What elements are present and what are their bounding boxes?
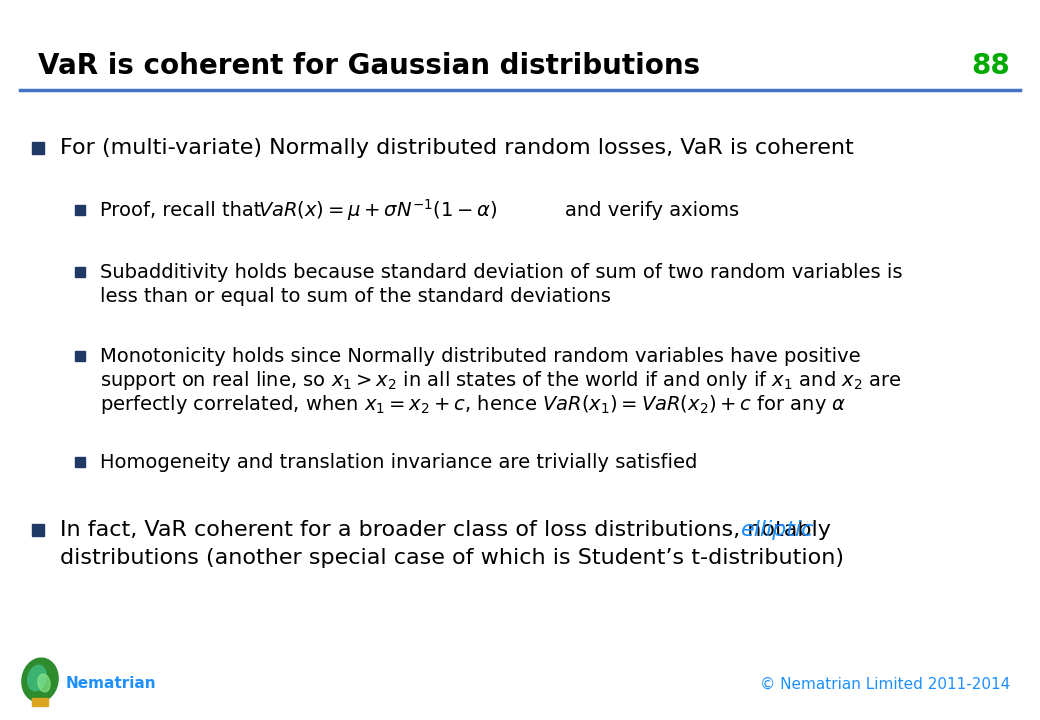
- Text: perfectly correlated, when $x_1 = x_2 + c$, hence $VaR(x_1) = VaR(x_2) + c$ for : perfectly correlated, when $x_1 = x_2 + …: [100, 392, 847, 415]
- Text: Monotonicity holds since Normally distributed random variables have positive: Monotonicity holds since Normally distri…: [100, 346, 861, 366]
- Text: 88: 88: [971, 52, 1010, 80]
- Text: elliptic: elliptic: [740, 520, 814, 540]
- Text: $VaR\left(x\right)=\mu+\sigma N^{-1}\left(1-\alpha\right)$: $VaR\left(x\right)=\mu+\sigma N^{-1}\lef…: [258, 197, 497, 223]
- Ellipse shape: [22, 658, 58, 702]
- Text: distributions (another special case of which is Student’s t-distribution): distributions (another special case of w…: [60, 548, 844, 568]
- Text: Proof, recall that: Proof, recall that: [100, 200, 267, 220]
- Text: support on real line, so $x_1 > x_2$ in all states of the world if and only if $: support on real line, so $x_1 > x_2$ in …: [100, 369, 902, 392]
- Text: and verify axioms: and verify axioms: [565, 200, 739, 220]
- Text: In fact, VaR coherent for a broader class of loss distributions, notably: In fact, VaR coherent for a broader clas…: [60, 520, 838, 540]
- Text: © Nematrian Limited 2011-2014: © Nematrian Limited 2011-2014: [760, 677, 1010, 691]
- Text: Subadditivity holds because standard deviation of sum of two random variables is: Subadditivity holds because standard dev…: [100, 263, 903, 282]
- Text: For (multi-variate) Normally distributed random losses, VaR is coherent: For (multi-variate) Normally distributed…: [60, 138, 854, 158]
- Text: Nematrian: Nematrian: [66, 677, 157, 691]
- Ellipse shape: [28, 665, 47, 690]
- Ellipse shape: [37, 674, 50, 692]
- Text: Homogeneity and translation invariance are trivially satisfied: Homogeneity and translation invariance a…: [100, 452, 698, 472]
- Text: less than or equal to sum of the standard deviations: less than or equal to sum of the standar…: [100, 287, 610, 305]
- Text: VaR is coherent for Gaussian distributions: VaR is coherent for Gaussian distributio…: [38, 52, 700, 80]
- Bar: [32, 698, 48, 706]
